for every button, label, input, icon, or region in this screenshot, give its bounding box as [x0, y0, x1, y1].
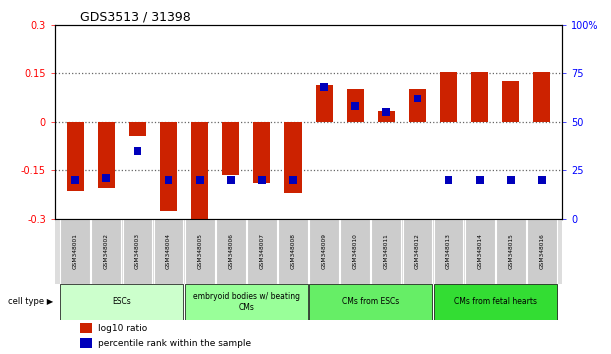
Text: GDS3513 / 31398: GDS3513 / 31398 — [81, 11, 191, 24]
Text: GSM348013: GSM348013 — [446, 233, 451, 269]
Bar — [440, 72, 457, 122]
Text: GSM348007: GSM348007 — [260, 233, 265, 269]
Text: GSM348006: GSM348006 — [229, 233, 233, 269]
Bar — [346, 90, 364, 122]
Bar — [409, 90, 426, 122]
Bar — [134, 147, 141, 155]
Text: CMs from ESCs: CMs from ESCs — [342, 297, 400, 307]
Bar — [414, 95, 422, 102]
FancyBboxPatch shape — [60, 284, 183, 320]
FancyBboxPatch shape — [496, 219, 525, 284]
Bar — [129, 122, 146, 136]
Bar — [67, 122, 84, 192]
Bar — [471, 72, 488, 122]
Text: CMs from fetal hearts: CMs from fetal hearts — [454, 297, 536, 307]
Bar — [285, 122, 302, 193]
Text: log10 ratio: log10 ratio — [98, 324, 147, 333]
Bar — [507, 176, 514, 184]
Bar — [81, 338, 92, 348]
FancyBboxPatch shape — [153, 219, 183, 284]
Bar — [191, 122, 208, 221]
Text: GSM348001: GSM348001 — [73, 233, 78, 269]
Text: GSM348004: GSM348004 — [166, 233, 171, 269]
Bar — [445, 176, 453, 184]
Bar — [160, 122, 177, 211]
FancyBboxPatch shape — [185, 284, 308, 320]
Text: GSM348009: GSM348009 — [321, 233, 327, 269]
Bar — [502, 81, 519, 122]
Text: GSM348015: GSM348015 — [508, 233, 513, 269]
Bar — [71, 176, 79, 184]
Bar — [378, 110, 395, 122]
FancyBboxPatch shape — [434, 219, 464, 284]
Bar — [315, 85, 332, 122]
Text: GSM348014: GSM348014 — [477, 233, 482, 269]
Text: GSM348012: GSM348012 — [415, 233, 420, 269]
FancyBboxPatch shape — [309, 219, 339, 284]
FancyBboxPatch shape — [60, 219, 90, 284]
Text: percentile rank within the sample: percentile rank within the sample — [98, 339, 251, 348]
Text: cell type ▶: cell type ▶ — [7, 297, 53, 307]
Bar — [320, 83, 328, 91]
Text: embryoid bodies w/ beating
CMs: embryoid bodies w/ beating CMs — [193, 292, 300, 312]
FancyBboxPatch shape — [371, 219, 401, 284]
Text: GSM348008: GSM348008 — [290, 233, 296, 269]
FancyBboxPatch shape — [340, 219, 370, 284]
Bar — [222, 122, 240, 175]
Bar — [103, 174, 110, 182]
FancyBboxPatch shape — [247, 219, 277, 284]
Text: ESCs: ESCs — [112, 297, 131, 307]
Bar — [227, 176, 235, 184]
FancyBboxPatch shape — [403, 219, 433, 284]
Text: GSM348016: GSM348016 — [540, 233, 544, 269]
Bar — [538, 176, 546, 184]
Text: GSM348010: GSM348010 — [353, 233, 357, 269]
FancyBboxPatch shape — [434, 284, 557, 320]
FancyBboxPatch shape — [185, 219, 214, 284]
Text: GSM348005: GSM348005 — [197, 233, 202, 269]
Bar — [289, 176, 297, 184]
FancyBboxPatch shape — [92, 219, 121, 284]
Bar — [164, 176, 172, 184]
FancyBboxPatch shape — [309, 284, 433, 320]
Bar — [81, 323, 92, 333]
Bar — [258, 176, 266, 184]
FancyBboxPatch shape — [278, 219, 308, 284]
FancyBboxPatch shape — [122, 219, 152, 284]
FancyBboxPatch shape — [527, 219, 557, 284]
FancyBboxPatch shape — [216, 219, 246, 284]
Bar — [476, 176, 483, 184]
Bar — [533, 72, 551, 122]
Bar — [196, 176, 203, 184]
Bar — [351, 102, 359, 110]
Bar — [254, 122, 271, 183]
Bar — [98, 122, 115, 188]
Text: GSM348003: GSM348003 — [135, 233, 140, 269]
Text: GSM348002: GSM348002 — [104, 233, 109, 269]
Text: GSM348011: GSM348011 — [384, 233, 389, 269]
Bar — [382, 108, 390, 116]
FancyBboxPatch shape — [465, 219, 495, 284]
